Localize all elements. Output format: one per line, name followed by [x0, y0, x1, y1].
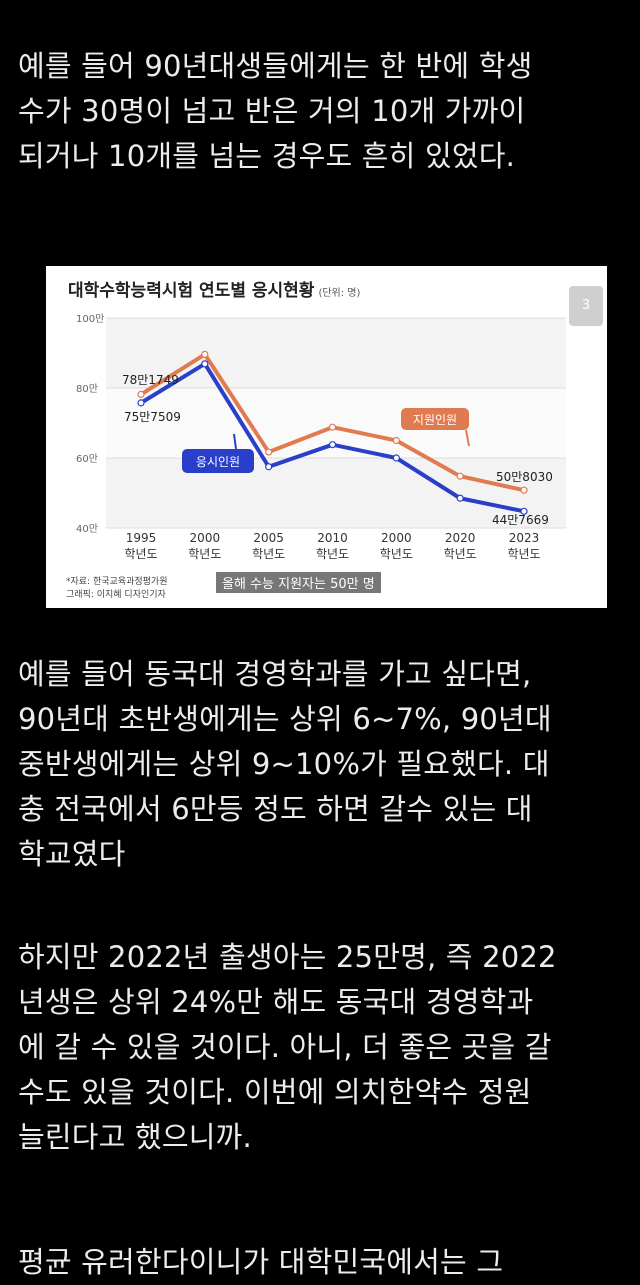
data-point: [265, 448, 273, 456]
legend-examinees-pointer: [233, 433, 237, 450]
x-tick-label: 학년도: [316, 547, 349, 561]
x-tick-label: 학년도: [188, 547, 221, 561]
data-point: [328, 423, 337, 431]
y-tick-label: 100만: [76, 313, 104, 325]
legend-examinees-label: 응시인원: [196, 455, 240, 469]
x-tick-label: 2005: [253, 531, 284, 545]
data-point: [328, 441, 337, 449]
x-tick-label: 2020: [445, 531, 476, 545]
annotation-applicants-1995: 78만1749: [122, 373, 179, 387]
data-point: [201, 350, 209, 359]
y-tick-label: 80만: [76, 383, 98, 395]
x-tick-label: 학년도: [444, 547, 477, 561]
chart-unit: (단위: 명): [318, 288, 361, 299]
page-badge[interactable]: 3: [569, 286, 603, 326]
x-tick-label: 학년도: [252, 547, 285, 561]
x-tick-label: 2000: [381, 531, 412, 545]
data-point: [137, 399, 145, 407]
chart-source: *자료: 한국교육과정평가원 그래픽: 이지혜 디자인기자: [66, 577, 168, 600]
y-tick-label: 60만: [76, 453, 98, 465]
data-point: [520, 486, 528, 494]
x-tick-label: 학년도: [124, 547, 157, 561]
chart-caption: 올해 수능 지원자는 50만 명: [216, 572, 381, 593]
body-paragraph-2: 예를 들어 동국대 경영학과를 가고 싶다면, 90년대 초반생에게는 상위 6…: [18, 657, 552, 871]
annotation-examinees-1995: 75만7509: [124, 410, 181, 424]
legend-applicants-box: [401, 408, 469, 430]
data-point: [137, 390, 145, 398]
data-point: [456, 494, 464, 502]
data-point: [520, 507, 528, 515]
body-paragraph-4: 평균 유러한다이니가 대학민국에서는 그: [18, 1245, 504, 1279]
x-tick-label: 2023: [509, 531, 540, 545]
x-tick-label: 1995: [126, 531, 157, 545]
x-tick-label: 2010: [317, 531, 348, 545]
data-point: [392, 436, 400, 445]
x-tick-label: 2000: [190, 531, 221, 545]
legend-applicants-pointer: [465, 429, 470, 447]
legend-examinees-box: [182, 449, 254, 473]
body-paragraph-1: 예를 들어 90년대생들에게는 한 반에 학생 수가 30명이 넘고 반은 거의…: [18, 49, 533, 173]
body-paragraph-3: 하지만 2022년 출생아는 25만명, 즉 2022 년생은 상위 24%만 …: [18, 940, 557, 1154]
line-chart: 100만 80만 60만 40만 1995 학년도 2000 학년도 2005 학년도 2010 학년…: [76, 313, 566, 561]
data-point: [201, 360, 209, 368]
x-tick-label: 학년도: [380, 547, 413, 561]
data-point: [392, 454, 400, 462]
annotation-applicants-2023: 50만8030: [496, 470, 553, 484]
chart-title: 대학수학능력시험 연도별 응시현황 (단위: 명): [68, 281, 361, 301]
annotation-examinees-2023: 44만7669: [492, 513, 549, 527]
chart-image: 100만 80만 60만 40만 1995 학년도 2000 학년도 2005 학년도 2010 학년…: [46, 266, 607, 608]
data-point: [265, 463, 273, 471]
legend-applicants-label: 지원인원: [413, 413, 457, 427]
x-tick-label: 학년도: [507, 547, 540, 561]
data-point: [456, 472, 464, 480]
y-tick-label: 40만: [76, 523, 98, 535]
